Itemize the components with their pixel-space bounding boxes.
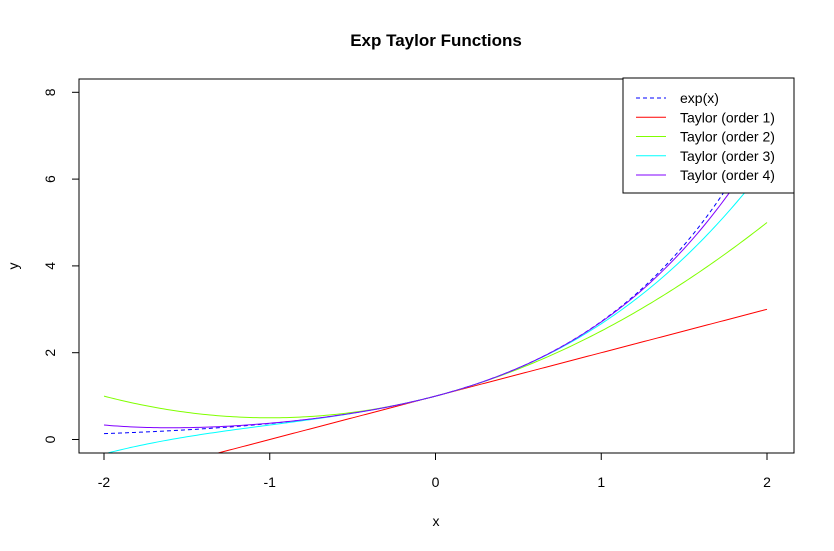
chart-title: Exp Taylor Functions [350,31,522,50]
x-tick-label: 0 [432,474,440,490]
y-axis: 0 2 4 6 8 [42,88,80,443]
series-line-5 [103,135,768,429]
legend: exp(x) Taylor (order 1) Taylor (order 2) Ta… [622,77,795,194]
legend-label: Taylor (order 4) [680,167,775,183]
y-tick-label: 8 [42,88,58,96]
y-tick-label: 0 [42,435,58,443]
x-axis-label: x [433,513,440,529]
legend-label: Taylor (order 1) [680,109,775,125]
y-tick-label: 2 [42,349,58,357]
legend-label: Taylor (order 2) [680,129,775,145]
y-tick-label: 4 [42,262,58,270]
legend-box [622,77,795,194]
y-tick-label: 6 [42,175,58,183]
series-line-4 [105,164,768,453]
plot-lines [103,118,768,453]
series-line-3 [103,222,768,419]
x-tick-label: 1 [597,474,605,490]
legend-label: Taylor (order 3) [680,148,775,164]
legend-label: exp(x) [680,90,719,106]
y-axis-label: y [5,263,21,270]
x-tick-label: 2 [763,474,771,490]
x-tick-label: -2 [98,474,111,490]
series-line-1 [103,118,768,435]
x-tick-label: -1 [264,474,277,490]
x-axis: -2 -1 0 1 2 [98,452,771,490]
